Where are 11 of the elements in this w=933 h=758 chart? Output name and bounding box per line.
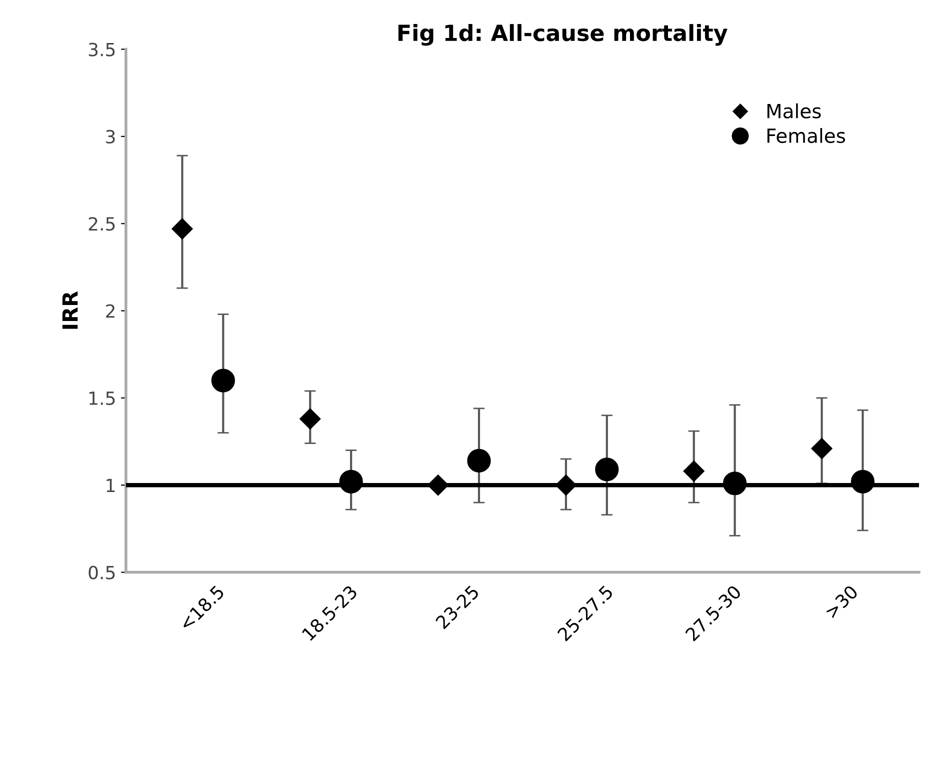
legend-label: Females — [767, 128, 846, 144]
y-tick-label: 3.5 — [88, 42, 115, 56]
legend-label: Males — [767, 103, 821, 118]
y-tick-label: 1.5 — [90, 392, 115, 406]
y-tick-label: 2.5 — [88, 217, 115, 231]
y-tick-label: 3 — [106, 130, 115, 144]
chart-title: Fig 1d: All-cause mortality — [398, 24, 728, 46]
y-tick-label: 2 — [106, 304, 114, 318]
y-tick-label: 0.5 — [88, 566, 115, 580]
y-tick-label: 1 — [106, 478, 115, 492]
y-axis-title: IRR — [62, 291, 78, 329]
